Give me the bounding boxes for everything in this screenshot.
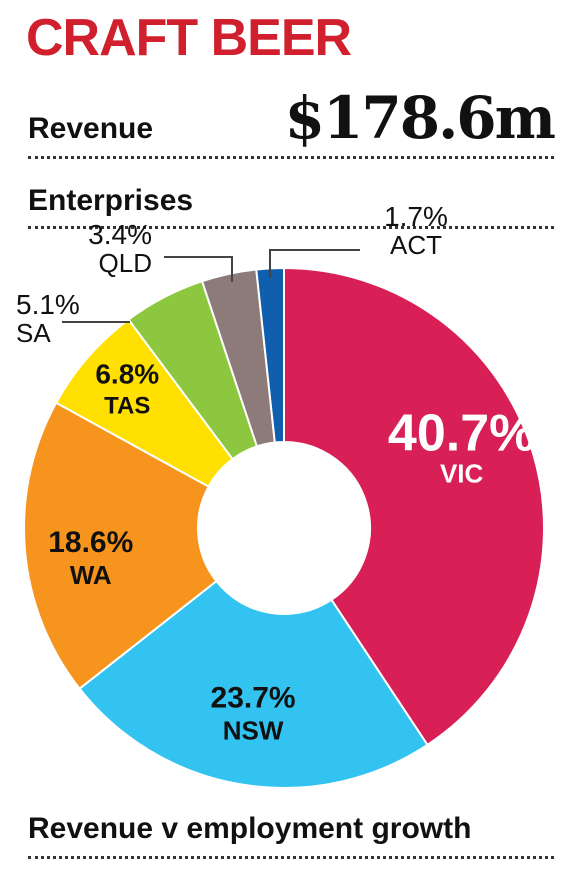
- slice-name-label: TAS: [104, 393, 150, 420]
- slice-value-label: 5.1%: [16, 289, 80, 320]
- leader-line: [164, 256, 233, 282]
- slice-nsw: [78, 579, 429, 789]
- slice-act: [255, 266, 285, 444]
- divider: [28, 226, 554, 229]
- chart-title: CRAFT BEER: [26, 9, 352, 67]
- slice-name-label: SA: [16, 318, 51, 348]
- slice-name-label: VIC: [440, 458, 484, 488]
- divider: [28, 156, 554, 159]
- slice-name-label: ACT: [390, 230, 442, 260]
- leader-line: [269, 249, 360, 278]
- slice-name-label: NSW: [223, 715, 284, 745]
- slice-value-label: 6.8%: [95, 359, 159, 390]
- revenue-value: $178.6m: [284, 84, 556, 152]
- slice-value-label: 18.6%: [48, 526, 133, 559]
- slice-value-label: 23.7%: [211, 681, 296, 714]
- enterprises-label: Enterprises: [28, 184, 194, 217]
- slice-wa: [23, 401, 218, 691]
- slice-name-label: QLD: [99, 248, 152, 278]
- slice-value-label: 40.7%: [388, 404, 535, 462]
- slice-value-label: 1.7%: [384, 201, 448, 232]
- slice-value-label: 3.4%: [88, 219, 152, 250]
- divider: [28, 856, 554, 859]
- footer-label: Revenue v employment growth: [28, 812, 472, 845]
- slice-name-label: WA: [70, 560, 112, 590]
- revenue-label: Revenue: [28, 112, 154, 145]
